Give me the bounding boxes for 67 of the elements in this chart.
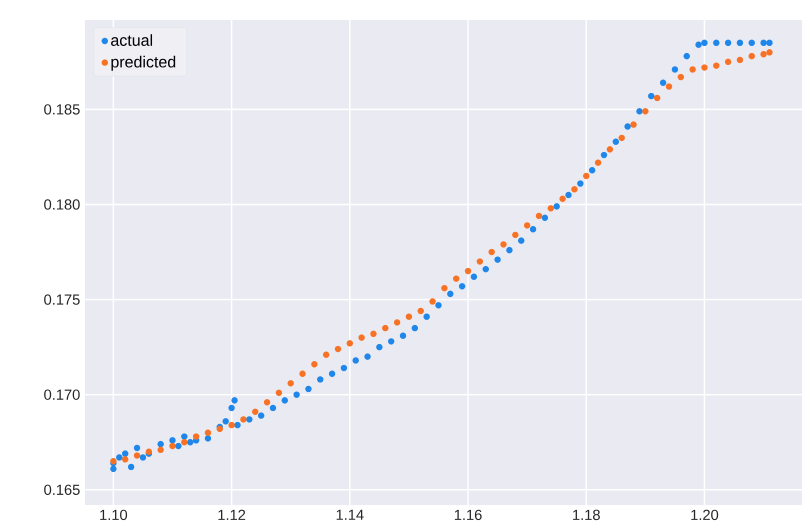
point [654, 94, 660, 102]
point [122, 456, 128, 463]
point [429, 298, 436, 305]
point [512, 232, 519, 238]
point [204, 430, 212, 436]
point [346, 340, 354, 347]
point [134, 452, 140, 459]
point [288, 380, 294, 386]
point [311, 361, 318, 368]
point [322, 352, 330, 358]
y-tick-label: 0.175 [44, 294, 80, 305]
x-tick-label: 1.10 [100, 510, 128, 520]
point [642, 108, 649, 114]
x-tick-label: 1.20 [691, 510, 718, 520]
point [678, 74, 684, 80]
point [766, 49, 773, 56]
point [500, 241, 507, 248]
point [594, 159, 602, 166]
point [618, 134, 625, 142]
x-tick-label: 1.14 [336, 510, 364, 520]
y-tick-label: 0.170 [44, 389, 80, 400]
point [157, 446, 164, 454]
point [666, 83, 672, 90]
legend-label: actual [111, 34, 152, 46]
point [488, 248, 495, 256]
y-tick-label: 0.180 [44, 199, 80, 210]
point [240, 416, 247, 423]
point [713, 62, 720, 69]
point [559, 196, 566, 202]
point [701, 64, 708, 71]
point [476, 258, 484, 265]
point [382, 324, 388, 332]
point [536, 212, 542, 220]
point [548, 205, 554, 212]
point [299, 370, 306, 377]
point [630, 121, 637, 128]
point [370, 330, 377, 338]
point [169, 442, 176, 450]
point [252, 408, 258, 415]
point [524, 222, 530, 229]
point [441, 284, 448, 292]
x-tick-label: 1.18 [573, 510, 600, 520]
point [358, 334, 365, 341]
point [228, 422, 235, 428]
point [406, 313, 412, 320]
point [453, 275, 460, 282]
point [276, 390, 282, 396]
y-tick-label: 0.185 [44, 104, 80, 115]
x-tick-label: 1.16 [454, 510, 482, 520]
point [394, 319, 400, 326]
point [724, 58, 732, 66]
point [192, 433, 200, 440]
point [181, 439, 188, 446]
point [583, 172, 590, 180]
y-tick-label: 0.165 [44, 484, 80, 495]
point [689, 66, 696, 73]
point [334, 346, 342, 352]
point [418, 308, 424, 314]
legend-label: predicted [111, 56, 176, 71]
point [748, 52, 755, 60]
point [736, 56, 744, 64]
x-tick-label: 1.12 [218, 510, 246, 520]
point [464, 268, 472, 274]
point [264, 399, 270, 406]
point [606, 146, 614, 153]
point [760, 51, 767, 58]
point [571, 186, 578, 192]
